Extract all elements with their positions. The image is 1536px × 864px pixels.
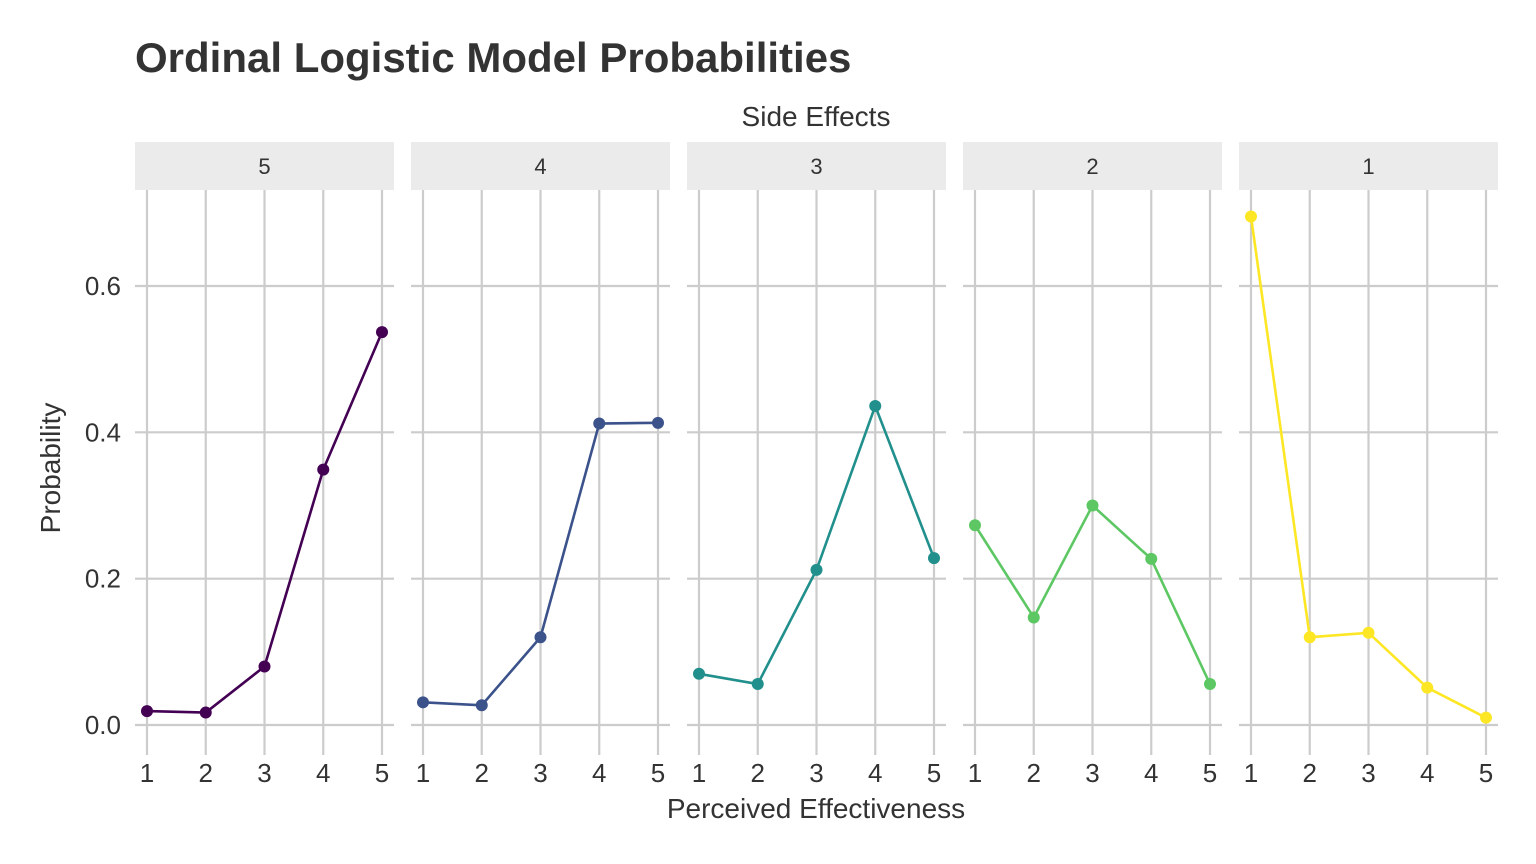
data-point — [1145, 552, 1158, 565]
y-tick-label: 0.4 — [85, 417, 121, 447]
data-point — [317, 463, 330, 476]
x-tick-label: 5 — [927, 758, 941, 788]
x-tick-label: 1 — [140, 758, 154, 788]
x-tick-label: 2 — [1027, 758, 1041, 788]
x-tick-label: 1 — [968, 758, 982, 788]
facet-panel-3: 3 1 2 3 4 5 — [687, 142, 946, 788]
facet-strip-label: 3 — [810, 154, 822, 179]
data-point — [1362, 626, 1375, 639]
data-point — [928, 552, 940, 565]
x-tick-label: 5 — [1479, 758, 1493, 788]
x-tick-label: 3 — [533, 758, 547, 788]
x-tick-label: 5 — [651, 758, 665, 788]
facet-group-title: Side Effects — [742, 101, 891, 132]
data-point — [376, 326, 388, 339]
data-point — [1245, 210, 1257, 223]
facet-strip-label: 4 — [534, 154, 546, 179]
chart-title: Ordinal Logistic Model Probabilities — [135, 34, 851, 81]
facet-strip-bg — [411, 142, 670, 190]
x-tick-label: 1 — [692, 758, 706, 788]
data-point — [258, 660, 271, 673]
x-tick-label: 4 — [316, 758, 330, 788]
facet-panel-5: 5 1 2 3 4 5 — [135, 142, 394, 788]
data-point — [1204, 678, 1216, 691]
x-tick-label: 1 — [416, 758, 430, 788]
x-tick-label: 2 — [199, 758, 213, 788]
data-point — [534, 631, 547, 644]
x-tick-label: 4 — [1144, 758, 1158, 788]
facet-panels: 51 2 3 4 541 2 3 4 531 2 3 4 521 2 3 4 511 2 3 4 50.00.20.40… — [85, 142, 1498, 788]
data-point — [199, 706, 212, 719]
y-tick-label: 0.2 — [85, 564, 121, 594]
y-tick-label: 0.0 — [85, 710, 121, 740]
data-point — [751, 678, 764, 691]
facet-strip-bg — [1239, 142, 1498, 190]
facet-strip-bg — [135, 142, 394, 190]
y-tick-label: 0.6 — [85, 271, 121, 301]
facet-panel-1: 1 1 2 3 4 5 — [1239, 142, 1498, 788]
data-point — [593, 417, 606, 430]
x-tick-label: 3 — [257, 758, 271, 788]
data-point — [475, 699, 488, 712]
data-point — [1421, 681, 1434, 694]
x-tick-label: 2 — [1303, 758, 1317, 788]
data-point — [810, 563, 823, 576]
y-axis-title: Probability — [35, 403, 66, 534]
data-point — [141, 705, 153, 718]
x-tick-label: 4 — [592, 758, 606, 788]
facet-panel-4: 4 1 2 3 4 5 — [411, 142, 670, 788]
x-axis-title: Perceived Effectiveness — [667, 793, 965, 824]
x-tick-label: 1 — [1244, 758, 1258, 788]
x-tick-label: 3 — [809, 758, 823, 788]
data-point — [1086, 499, 1099, 512]
data-point — [693, 667, 705, 680]
data-point — [1303, 631, 1316, 644]
x-tick-label: 5 — [1203, 758, 1217, 788]
facet-strip-bg — [963, 142, 1222, 190]
facet-strip-label: 1 — [1362, 154, 1374, 179]
facet-strip-label: 2 — [1086, 154, 1098, 179]
x-tick-label: 4 — [1420, 758, 1434, 788]
x-tick-label: 5 — [375, 758, 389, 788]
x-tick-label: 3 — [1085, 758, 1099, 788]
facet-panel-2: 2 1 2 3 4 5 — [963, 142, 1222, 788]
facet-strip-label: 5 — [258, 154, 270, 179]
data-point — [417, 696, 429, 709]
data-point — [1027, 611, 1040, 624]
x-tick-label: 2 — [751, 758, 765, 788]
data-point — [652, 416, 664, 429]
x-tick-label: 2 — [475, 758, 489, 788]
facet-strip-bg — [687, 142, 946, 190]
x-tick-label: 3 — [1361, 758, 1375, 788]
data-point — [869, 399, 882, 412]
data-point — [969, 519, 981, 532]
data-point — [1480, 711, 1492, 724]
x-tick-label: 4 — [868, 758, 882, 788]
